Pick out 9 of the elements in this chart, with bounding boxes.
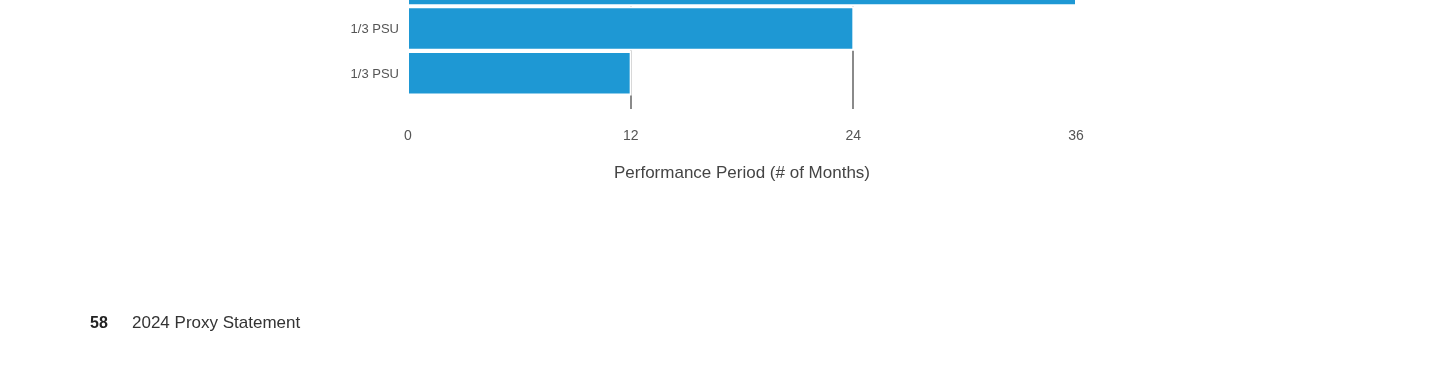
x-tick-label: 24 bbox=[845, 127, 862, 143]
y-tick-label: 1/3 PSU bbox=[350, 21, 399, 37]
x-tick-label: 12 bbox=[622, 127, 639, 143]
text: 58 bbox=[90, 314, 108, 331]
y-tick-label: 1/3 PSU bbox=[350, 65, 399, 81]
x-axis-title: Performance Period (# of Months) bbox=[613, 163, 871, 183]
x-tick-label: 36 bbox=[1068, 127, 1084, 143]
x-tick-label: 0 bbox=[404, 127, 413, 143]
text: 2024 Proxy Statement bbox=[132, 313, 301, 332]
